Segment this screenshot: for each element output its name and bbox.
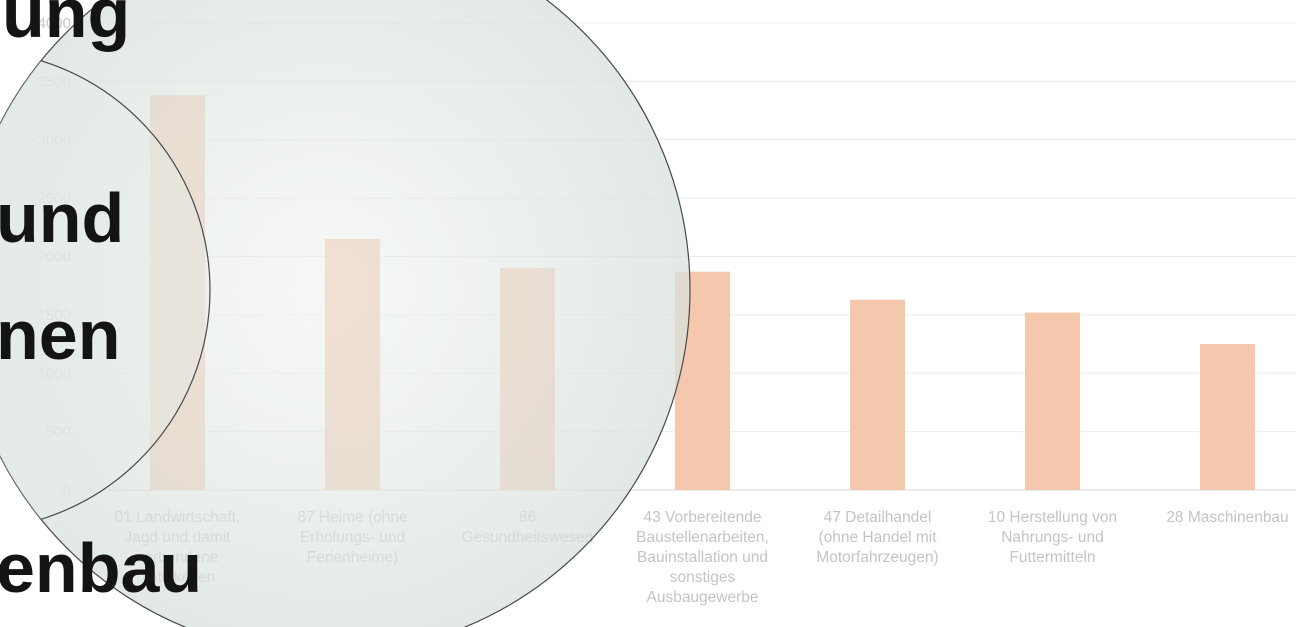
- lens-circle-outer: [0, 0, 691, 627]
- overlay-word-2: und: [0, 179, 125, 257]
- x-tick-label: 43 Vorbereitende Baustellenarbeiten, Bau…: [636, 509, 769, 606]
- x-tick-label: 47 Detailhandel (ohne Handel mit Motorfa…: [816, 509, 939, 566]
- overlay-word-4: enbau: [0, 529, 203, 607]
- bar: [1025, 312, 1080, 490]
- x-tick-label: 28 Maschinenbau: [1166, 509, 1289, 526]
- bar: [1200, 344, 1255, 490]
- x-tick-label: 10 Herstellung von Nahrungs- und Futterm…: [987, 509, 1118, 566]
- overlay-word-3: nen: [0, 296, 121, 374]
- y-tick-label: 4000: [38, 15, 71, 32]
- overlay-word-1: ung: [2, 0, 131, 52]
- lens-circle-inner: [0, 49, 211, 531]
- bar: [850, 299, 905, 490]
